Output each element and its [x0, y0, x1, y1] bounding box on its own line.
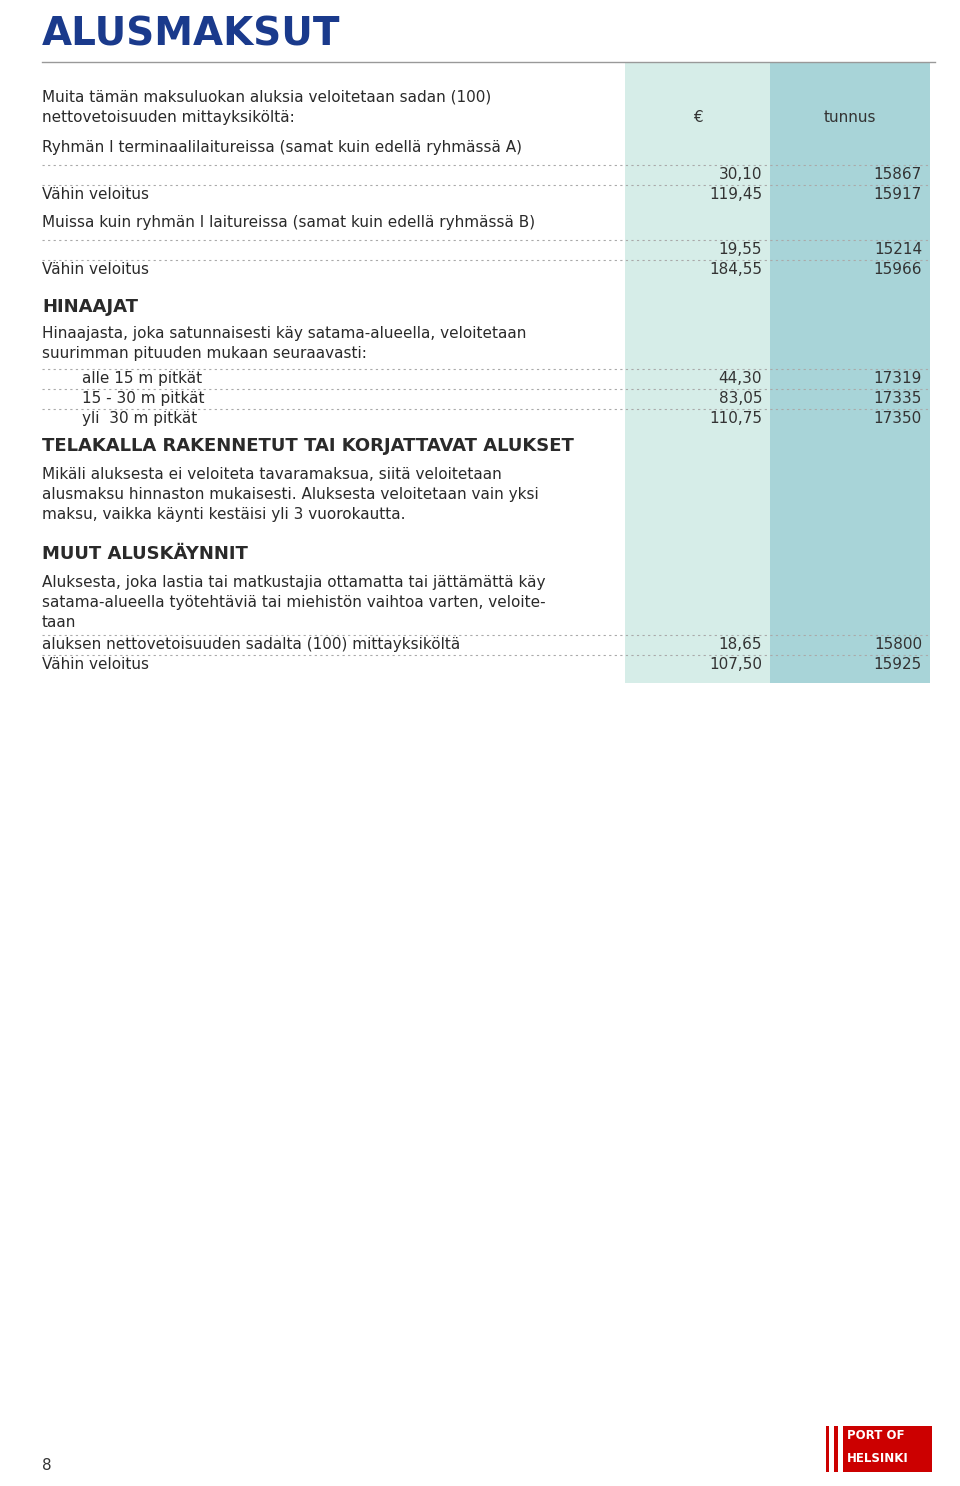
Text: 15800: 15800 [874, 637, 922, 652]
Text: HINAAJAT: HINAAJAT [42, 299, 138, 317]
Text: 184,55: 184,55 [709, 262, 762, 276]
Text: tunnus: tunnus [824, 110, 876, 125]
Text: 18,65: 18,65 [718, 637, 762, 652]
Bar [829, 1427, 834, 1473]
Text: 30,10: 30,10 [718, 166, 762, 181]
Text: 15966: 15966 [874, 262, 922, 276]
Bar [625, 62, 770, 684]
Text: Ryhmän I terminaalilaitureissa (samat kuin edellä ryhmässä A): Ryhmän I terminaalilaitureissa (samat ku… [42, 140, 522, 155]
Text: satama-alueella työtehtäviä tai miehistön vaihtoa varten, veloite-: satama-alueella työtehtäviä tai miehistö… [42, 594, 545, 609]
Text: 8: 8 [42, 1458, 52, 1473]
Text: 19,55: 19,55 [718, 242, 762, 257]
Text: HELSINKI: HELSINKI [847, 1452, 909, 1465]
Text: Vähin veloitus: Vähin veloitus [42, 187, 149, 202]
Text: alusmaksu hinnaston mukaisesti. Aluksesta veloitetaan vain yksi: alusmaksu hinnaston mukaisesti. Aluksest… [42, 487, 539, 502]
Text: Vähin veloitus: Vähin veloitus [42, 657, 149, 672]
Bar [838, 1427, 843, 1473]
Text: 15917: 15917 [874, 187, 922, 202]
Text: aluksen nettovetoisuuden sadalta (100) mittayksiköltä: aluksen nettovetoisuuden sadalta (100) m… [42, 637, 460, 652]
Text: 15867: 15867 [874, 166, 922, 181]
Text: 119,45: 119,45 [708, 187, 762, 202]
Text: alle 15 m pitkät: alle 15 m pitkät [82, 372, 203, 386]
Bar [770, 62, 930, 684]
Text: maksu, vaikka käynti kestäisi yli 3 vuorokautta.: maksu, vaikka käynti kestäisi yli 3 vuor… [42, 507, 405, 522]
Text: 15925: 15925 [874, 657, 922, 672]
Text: Vähin veloitus: Vähin veloitus [42, 262, 149, 276]
Text: 17350: 17350 [874, 412, 922, 426]
Text: Mikäli aluksesta ei veloiteta tavaramaksua, siitä veloitetaan: Mikäli aluksesta ei veloiteta tavaramaks… [42, 467, 502, 481]
Text: 83,05: 83,05 [718, 391, 762, 406]
Text: taan: taan [42, 615, 77, 630]
Text: Muissa kuin ryhmän I laitureissa (samat kuin edellä ryhmässä B): Muissa kuin ryhmän I laitureissa (samat … [42, 215, 535, 230]
Text: ALUSMAKSUT: ALUSMAKSUT [42, 15, 341, 53]
Text: 17319: 17319 [874, 372, 922, 386]
Text: PORT OF: PORT OF [847, 1430, 904, 1441]
Text: Hinaajasta, joka satunnaisesti käy satama-alueella, veloitetaan: Hinaajasta, joka satunnaisesti käy satam… [42, 325, 526, 340]
Text: yli  30 m pitkät: yli 30 m pitkät [82, 412, 197, 426]
Text: 107,50: 107,50 [709, 657, 762, 672]
Text: 15214: 15214 [874, 242, 922, 257]
Text: TELAKALLA RAKENNETUT TAI KORJATTAVAT ALUKSET: TELAKALLA RAKENNETUT TAI KORJATTAVAT ALU… [42, 437, 574, 455]
Text: 110,75: 110,75 [709, 412, 762, 426]
Text: €: € [693, 110, 703, 125]
Text: Muita tämän maksuluokan aluksia veloitetaan sadan (100): Muita tämän maksuluokan aluksia veloitet… [42, 91, 492, 106]
Text: 17335: 17335 [874, 391, 922, 406]
Text: Aluksesta, joka lastia tai matkustajia ottamatta tai jättämättä käy: Aluksesta, joka lastia tai matkustajia o… [42, 575, 545, 590]
Text: nettovetoisuuden mittayksiköltä:: nettovetoisuuden mittayksiköltä: [42, 110, 295, 125]
Text: 15 - 30 m pitkät: 15 - 30 m pitkät [82, 391, 204, 406]
Text: 44,30: 44,30 [718, 372, 762, 386]
Text: suurimman pituuden mukaan seuraavasti:: suurimman pituuden mukaan seuraavasti: [42, 346, 367, 361]
Text: MUUT ALUSKÄYNNIT: MUUT ALUSKÄYNNIT [42, 545, 248, 563]
Bar [826, 1427, 932, 1473]
